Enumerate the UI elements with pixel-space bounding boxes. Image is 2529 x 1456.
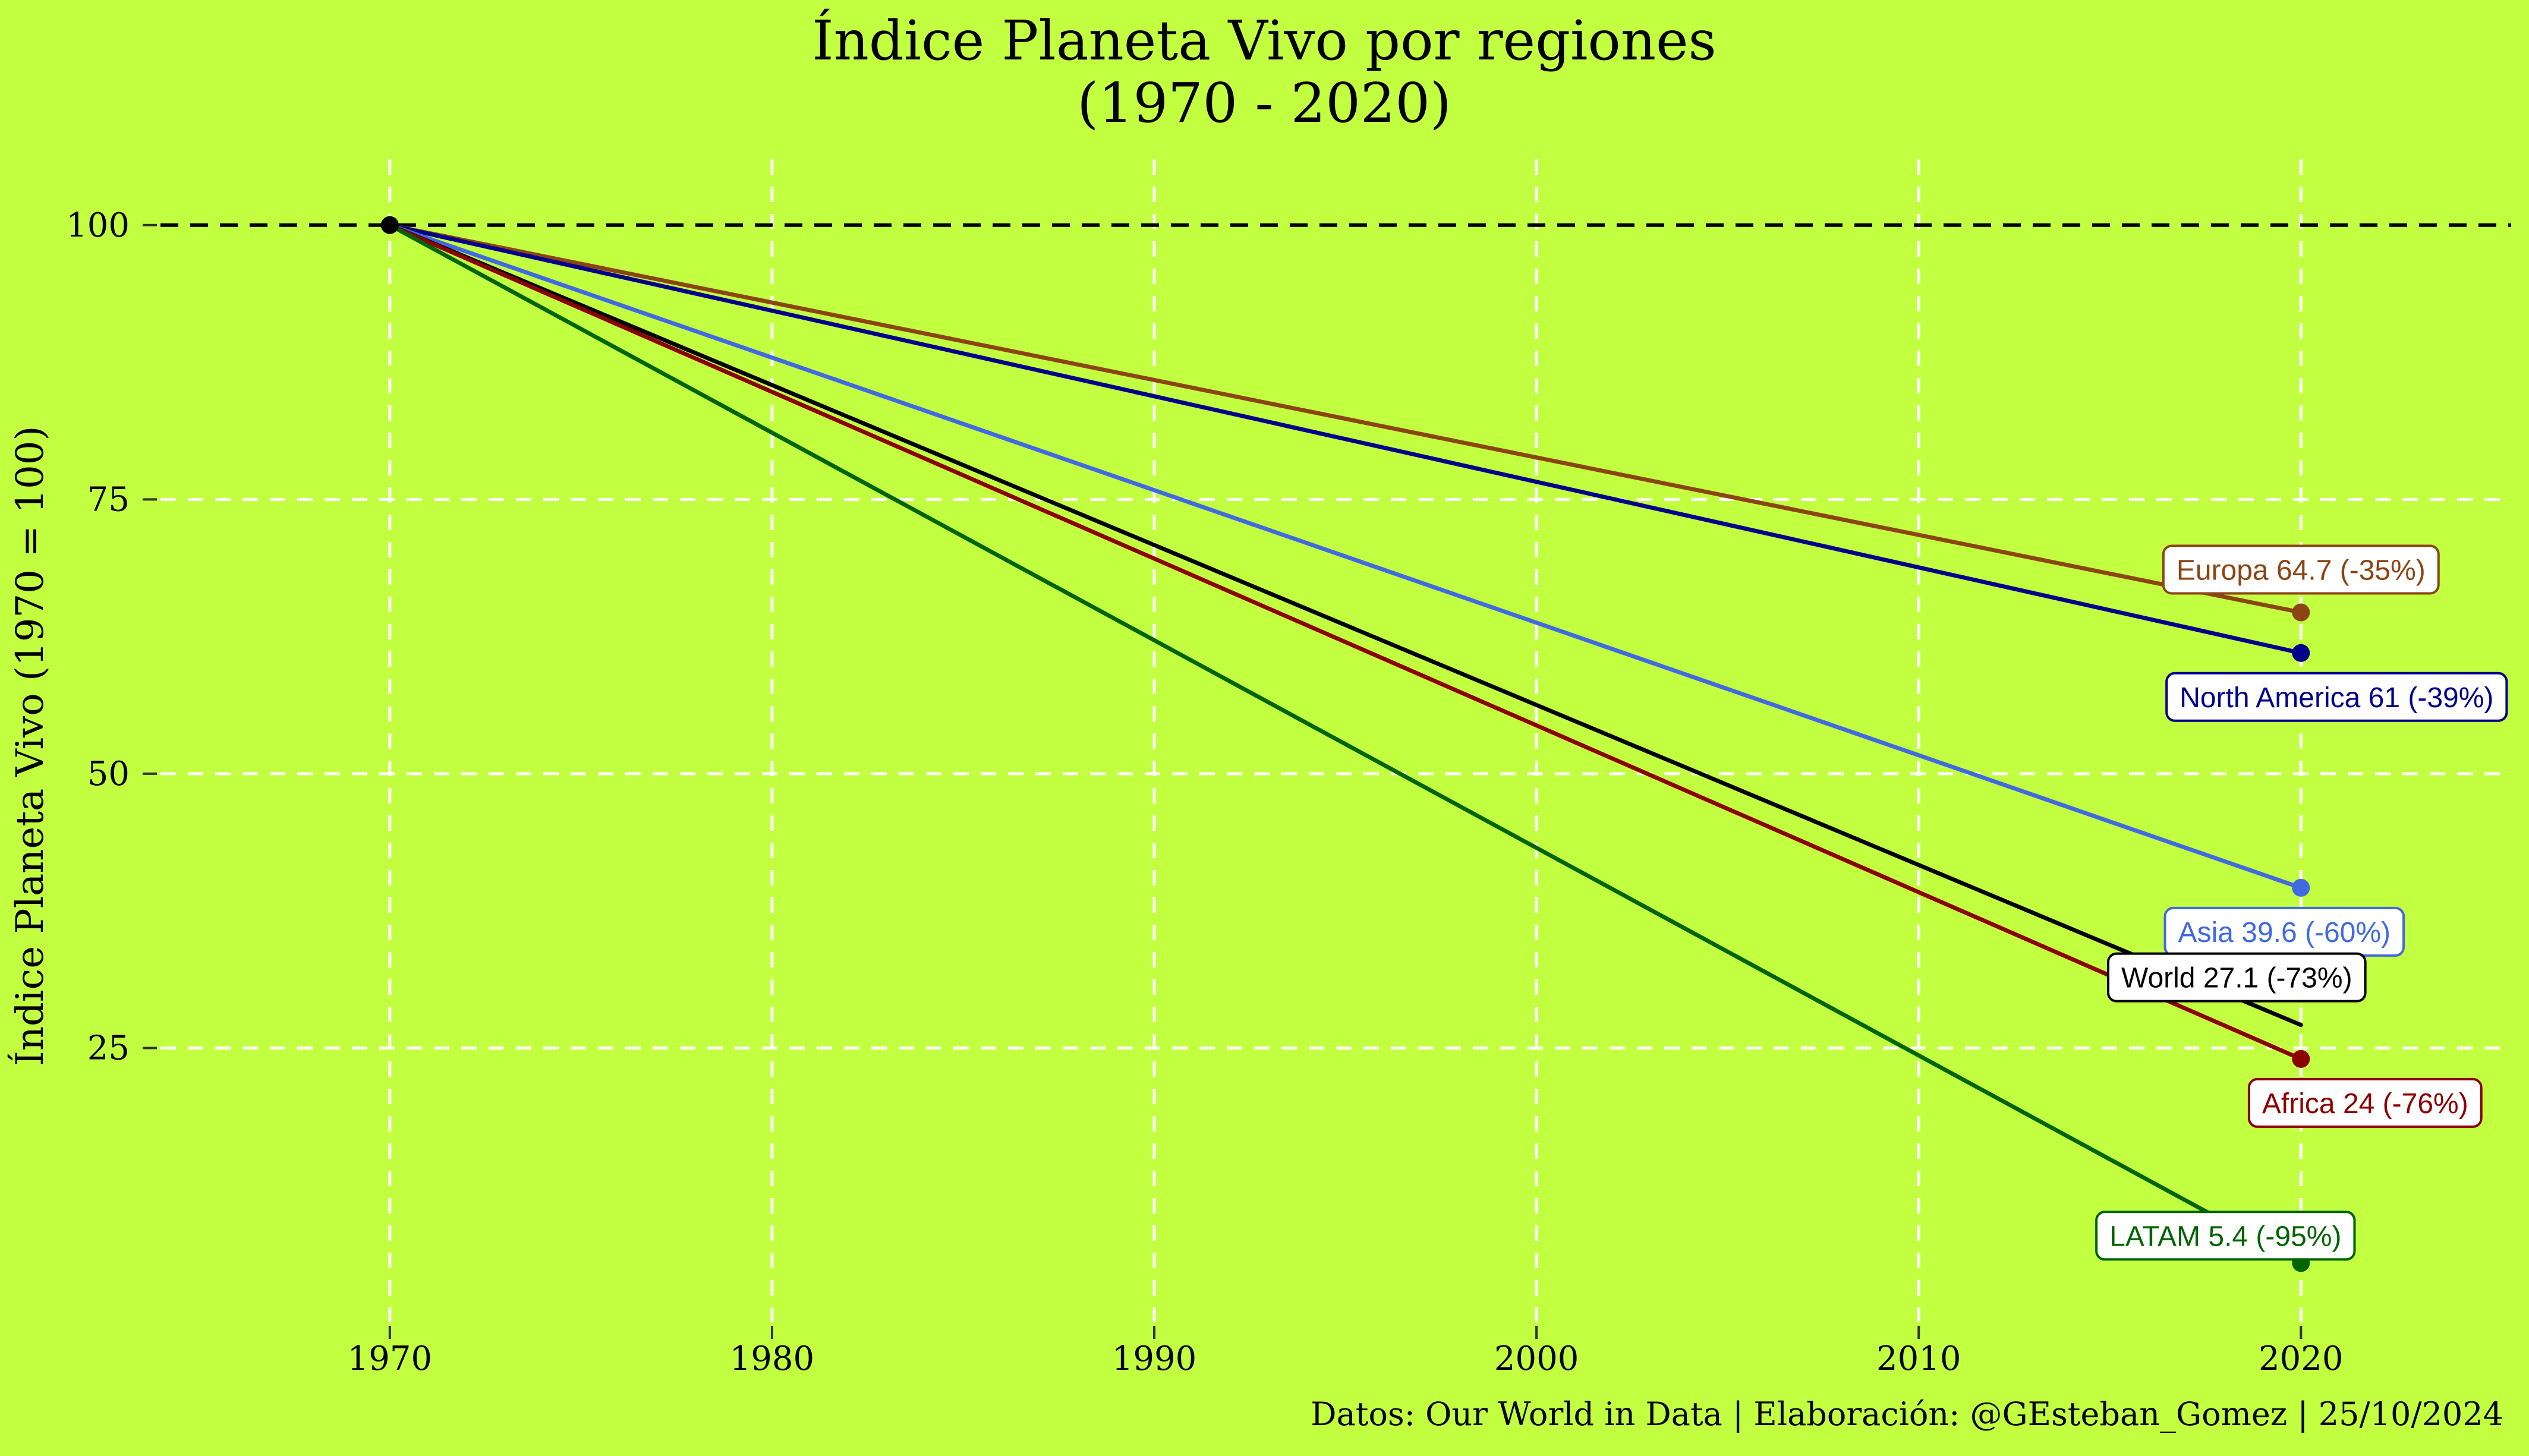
series-line-europa <box>388 223 2303 614</box>
end-point-europa <box>2292 603 2310 622</box>
data-label-asia: Asia 39.6 (-60%) <box>2163 906 2405 957</box>
data-label-text: Africa 24 (-76%) <box>2262 1088 2468 1120</box>
chart-subtitle: (1970 - 2020) <box>1077 71 1451 135</box>
series-line-africa <box>388 223 2303 1061</box>
points-layer <box>380 216 2310 1272</box>
series-line-latam <box>388 223 2303 1265</box>
x-tick-label: 1990 <box>1112 1340 1197 1378</box>
x-tick-label: 2020 <box>2259 1340 2344 1378</box>
ticks-layer: 1970 1980 1990 2000 2010 2020 25 50 75 100 <box>66 206 2343 1378</box>
labels-layer: Europa 64.7 (-35%) North America 61 (-39%… <box>2095 544 2508 1261</box>
grid-layer <box>160 159 2511 1322</box>
chart-caption: Datos: Our World in Data | Elaboración: … <box>1311 1395 2503 1433</box>
series-line-asia <box>388 223 2303 890</box>
data-label-text: Asia 39.6 (-60%) <box>2178 917 2391 948</box>
data-label-text: LATAM 5.4 (-95%) <box>2109 1221 2341 1252</box>
end-point-asia <box>2292 878 2310 897</box>
data-label-box <box>2162 544 2440 595</box>
x-tick-label: 2010 <box>1876 1340 1961 1378</box>
y-tick-label: 75 <box>87 480 130 519</box>
data-label-europa: Europa 64.7 (-35%) <box>2162 544 2440 595</box>
series-line-world <box>388 223 2303 1028</box>
data-label-text: World 27.1 (-73%) <box>2121 963 2352 994</box>
series-layer <box>388 223 2303 1265</box>
y-tick-label: 25 <box>87 1029 130 1067</box>
x-tick-label: 1970 <box>348 1340 433 1378</box>
chart-title: Índice Planeta Vivo por regiones <box>812 9 1716 73</box>
x-tick-label: 1980 <box>730 1340 815 1378</box>
y-tick-label: 50 <box>87 755 130 793</box>
data-label-text: North America 61 (-39%) <box>2180 682 2493 714</box>
data-label-box <box>2095 1211 2356 1261</box>
y-tick-label: 100 <box>66 206 130 245</box>
end-point-africa <box>2292 1050 2310 1068</box>
data-label-text: Europa 64.7 (-35%) <box>2177 554 2426 586</box>
data-label-north-america: North America 61 (-39%) <box>2165 672 2508 722</box>
data-label-box <box>2165 672 2508 722</box>
data-label-world: World 27.1 (-73%) <box>2107 952 2367 1003</box>
series-line-north-america <box>388 223 2303 655</box>
x-tick-label: 2000 <box>1494 1340 1579 1378</box>
y-axis-title: Índice Planeta Vivo (1970 = 100) <box>8 426 52 1066</box>
start-point <box>380 216 399 234</box>
data-label-africa: Africa 24 (-76%) <box>2247 1077 2483 1128</box>
data-label-latam: LATAM 5.4 (-95%) <box>2095 1211 2356 1261</box>
data-label-box <box>2107 952 2367 1003</box>
data-label-box <box>2247 1077 2483 1128</box>
end-point-north-america <box>2292 644 2310 662</box>
